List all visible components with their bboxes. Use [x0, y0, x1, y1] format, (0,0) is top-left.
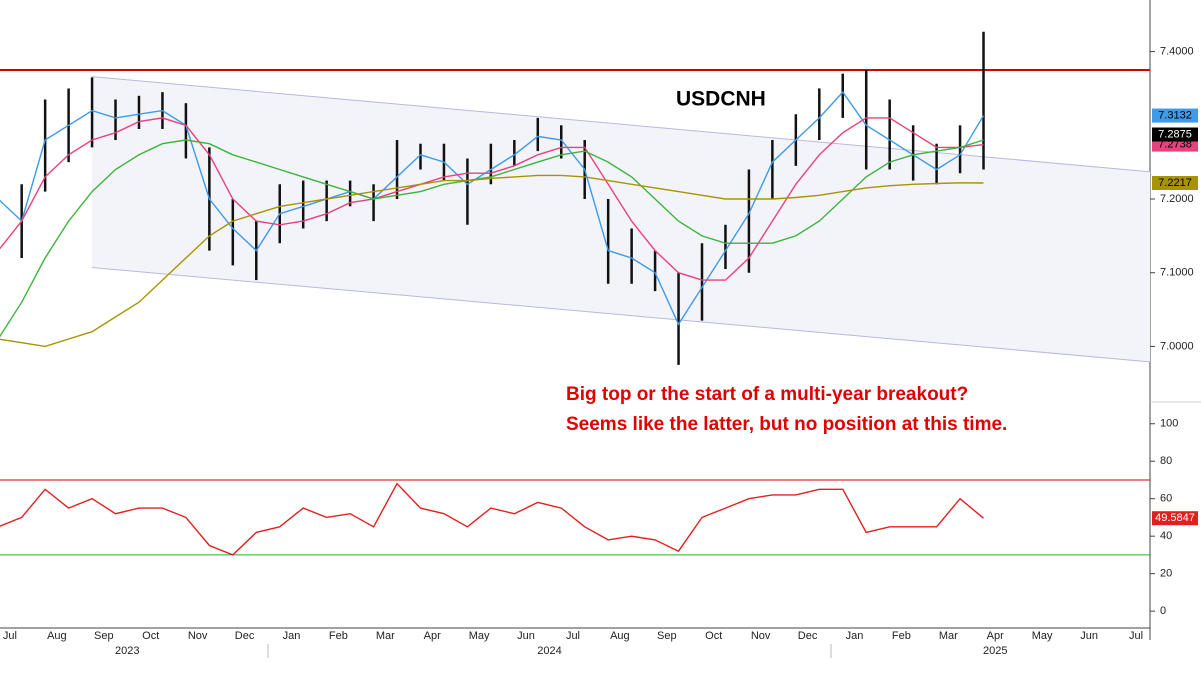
y-tick-label: 20 — [1160, 568, 1172, 580]
x-tick-label: Dec — [798, 630, 818, 642]
x-tick-label: Jun — [1080, 630, 1098, 642]
value-tag — [1152, 108, 1198, 123]
x-tick-label: Jan — [283, 630, 301, 642]
year-label: 2025 — [983, 645, 1007, 657]
annotation: Big top or the start of a multi-year bre… — [566, 384, 968, 405]
y-tick-label: 100 — [1160, 418, 1178, 430]
x-tick-label: Oct — [142, 630, 159, 642]
chart-title: USDCNH — [676, 88, 766, 111]
year-label: 2023 — [115, 645, 139, 657]
series-line — [0, 174, 984, 348]
x-tick-label: Nov — [188, 630, 208, 642]
y-tick-label: 40 — [1160, 530, 1172, 542]
x-tick-label: Jul — [1129, 630, 1143, 642]
y-tick-label: 7.4000 — [1160, 45, 1194, 57]
x-tick-label: Jun — [517, 630, 535, 642]
x-tick-label: Jul — [566, 630, 580, 642]
channel-line — [92, 267, 1151, 363]
value-tag-label: 7.3132 — [1158, 109, 1192, 121]
x-tick-label: Jul — [3, 630, 17, 642]
y-tick-label: 60 — [1160, 493, 1172, 505]
channel-fill — [92, 76, 1151, 362]
x-tick-label: Jan — [846, 630, 864, 642]
channel-line — [92, 76, 1151, 173]
x-tick-label: Feb — [329, 630, 348, 642]
y-tick-label: 7.1000 — [1160, 267, 1194, 279]
x-tick-label: Mar — [939, 630, 958, 642]
x-tick-label: May — [1032, 630, 1053, 642]
year-label: 2024 — [537, 645, 561, 657]
y-tick-label: 0 — [1160, 605, 1166, 617]
series-line — [0, 482, 984, 556]
x-tick-label: Sep — [94, 630, 114, 642]
value-tag-label: 49.5847 — [1155, 512, 1195, 524]
y-tick-label: 80 — [1160, 455, 1172, 467]
series-line — [0, 90, 985, 326]
value-tag-label: 7.2875 — [1158, 128, 1192, 140]
x-tick-label: Apr — [424, 630, 441, 642]
series-line — [0, 139, 984, 338]
x-tick-label: Nov — [751, 630, 771, 642]
x-tick-label: Aug — [610, 630, 630, 642]
value-tag — [1152, 511, 1198, 526]
y-tick-label: 7.2000 — [1160, 193, 1194, 205]
x-tick-label: Mar — [376, 630, 395, 642]
x-tick-label: May — [469, 630, 490, 642]
value-tag — [1152, 127, 1198, 142]
x-tick-label: Apr — [987, 630, 1004, 642]
series-line — [0, 117, 984, 281]
x-tick-label: Feb — [892, 630, 911, 642]
x-tick-label: Oct — [705, 630, 722, 642]
y-tick-label: 7.0000 — [1160, 340, 1194, 352]
value-tag — [1152, 176, 1198, 191]
annotation: Seems like the latter, but no position a… — [566, 414, 1007, 435]
x-tick-label: Sep — [657, 630, 677, 642]
value-tag-label: 7.2738 — [1158, 139, 1192, 151]
x-tick-label: Dec — [235, 630, 255, 642]
value-tag-label: 7.2217 — [1158, 177, 1192, 189]
x-tick-label: Aug — [47, 630, 67, 642]
